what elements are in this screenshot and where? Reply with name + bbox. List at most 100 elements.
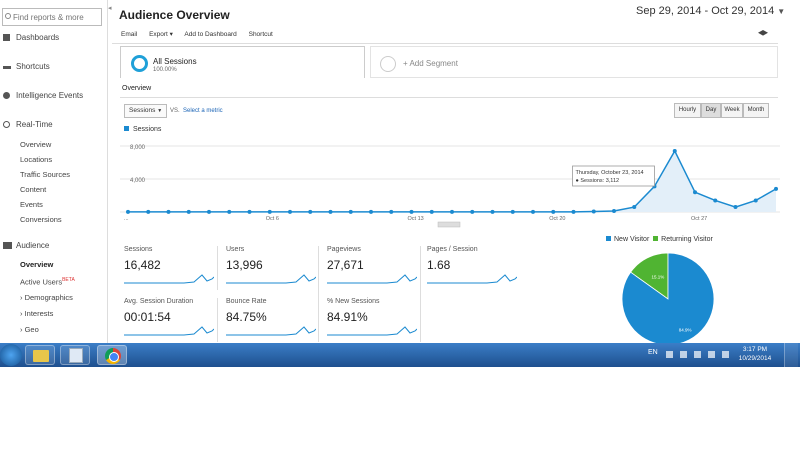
realtime-events[interactable]: Events	[20, 200, 43, 209]
sidebar-item-dashboards[interactable]: Dashboards	[0, 31, 108, 45]
data-point	[267, 209, 272, 214]
audience-active-users[interactable]: Active UsersBETA	[20, 274, 75, 287]
data-point	[146, 209, 151, 214]
metric-sessions[interactable]: Sessions 16,482	[124, 246, 219, 290]
search-box[interactable]	[2, 8, 102, 26]
metric-select[interactable]: Sessions ▼	[124, 104, 167, 118]
month-button[interactable]: Month	[743, 103, 769, 118]
data-point	[450, 209, 454, 214]
data-point	[288, 209, 292, 214]
metric-label: % New Sessions	[327, 298, 380, 305]
data-point	[531, 209, 535, 214]
chrome-taskbar-button[interactable]	[97, 345, 127, 365]
sidebar-item-label: Audience	[16, 241, 50, 250]
x-tick-label: Oct 6	[266, 216, 279, 222]
data-point	[227, 209, 232, 214]
add-to-dashboard-button[interactable]: Add to Dashboard	[184, 31, 237, 38]
data-point	[490, 209, 495, 214]
segment-all-sessions[interactable]: All Sessions 100.00%	[120, 46, 365, 78]
start-button[interactable]	[0, 344, 22, 366]
x-tick-label: Oct 20	[549, 216, 565, 222]
vs-label: VS.	[170, 108, 180, 114]
metric-value: 13,996	[226, 258, 263, 272]
y-tick-label: 4,000	[130, 178, 146, 184]
email-button[interactable]: Email	[121, 31, 138, 38]
document-taskbar-button[interactable]	[60, 345, 90, 365]
search-input[interactable]	[3, 9, 101, 25]
metric-new-sessions[interactable]: % New Sessions 84.91%	[327, 298, 422, 342]
x-tick-label: ...	[124, 216, 129, 222]
graduation-cap-icon[interactable]	[758, 30, 768, 36]
shortcut-button[interactable]: Shortcut	[248, 31, 273, 38]
clock[interactable]: 3:17 PM 10/29/2014	[736, 345, 774, 363]
legend-label: New Visitor	[614, 236, 650, 243]
audience-geo[interactable]: › Geo	[20, 325, 39, 334]
pie-slice-new-visitor[interactable]	[621, 252, 715, 346]
display-icon[interactable]	[694, 351, 701, 358]
sidebar-item-intelligence-events[interactable]: Intelligence Events	[0, 89, 108, 103]
divider	[420, 246, 421, 342]
audience-demographics[interactable]: › Demographics	[20, 293, 73, 302]
audience-interests[interactable]: › Interests	[20, 309, 54, 318]
tray-arrow-icon[interactable]	[666, 351, 673, 358]
week-button[interactable]: Week	[721, 103, 743, 118]
select-metric-link[interactable]: Select a metric	[183, 108, 223, 114]
divider	[120, 97, 778, 98]
realtime-traffic-sources[interactable]: Traffic Sources	[20, 170, 71, 179]
chrome-icon	[105, 348, 121, 364]
data-point	[207, 209, 211, 214]
tab-overview[interactable]: Overview	[122, 85, 152, 92]
metric-pageviews[interactable]: Pageviews 27,671	[327, 246, 422, 290]
tooltip-value: ● Sessions: 3,112	[576, 178, 620, 184]
explorer-taskbar-button[interactable]	[25, 345, 55, 365]
metric-value: 27,671	[327, 258, 364, 272]
audience-overview[interactable]: Overview	[20, 260, 54, 269]
segment-label: All Sessions	[153, 57, 197, 66]
dashboard-icon	[3, 34, 10, 41]
segment-ring-icon	[131, 55, 148, 72]
collapse-sidebar-icon[interactable]: ◂	[108, 5, 112, 12]
sidebar-item-real-time[interactable]: Real-Time	[0, 118, 108, 132]
realtime-overview[interactable]: Overview	[20, 140, 52, 149]
flag-icon[interactable]	[680, 351, 687, 358]
divider	[217, 246, 218, 290]
realtime-conversions[interactable]: Conversions	[20, 215, 62, 224]
day-button[interactable]: Day	[701, 103, 721, 118]
clock-icon	[3, 121, 10, 128]
sessions-chart: 8,000 4,000... Oct 6 Oct 13 Oct 20 Oct 27 Thur…	[120, 145, 780, 228]
search-icon	[5, 13, 11, 19]
add-segment[interactable]: + Add Segment	[370, 46, 778, 78]
data-point	[571, 209, 576, 214]
sidebar-item-audience[interactable]: Audience	[0, 239, 108, 253]
data-point	[733, 205, 738, 210]
metric-bounce-rate[interactable]: Bounce Rate 84.75%	[226, 298, 321, 342]
data-point	[328, 209, 333, 214]
metric-users[interactable]: Users 13,996	[226, 246, 321, 290]
pie-legend: New Visitor Returning Visitor	[606, 236, 713, 243]
data-point	[308, 209, 313, 214]
volume-icon[interactable]	[722, 351, 729, 358]
data-point	[672, 148, 677, 153]
sidebar: Dashboards Shortcuts Intelligence Events…	[0, 0, 108, 346]
segment-percent: 100.00%	[153, 67, 177, 73]
active-users-label: Active Users	[20, 277, 63, 287]
realtime-locations[interactable]: Locations	[20, 155, 53, 164]
metric-value: 00:01:54	[124, 310, 171, 324]
metric-avg-session-duration[interactable]: Avg. Session Duration 00:01:54	[124, 298, 219, 342]
language-indicator[interactable]: EN	[648, 349, 658, 356]
date-range-picker[interactable]: Sep 29, 2014 - Oct 29, 2014 ▼	[636, 5, 785, 17]
legend-label: Sessions	[133, 126, 162, 133]
network-icon[interactable]	[708, 351, 715, 358]
sidebar-item-shortcuts[interactable]: Shortcuts	[0, 60, 108, 74]
metric-label: Sessions	[124, 246, 153, 253]
hourly-button[interactable]: Hourly	[674, 103, 701, 118]
data-point	[551, 209, 556, 214]
realtime-content[interactable]: Content	[20, 185, 47, 194]
export-button[interactable]: Export ▾	[149, 31, 173, 38]
show-desktop-button[interactable]	[784, 343, 798, 367]
sidebar-item-label: Shortcuts	[16, 62, 50, 71]
metric-pages-per-session[interactable]: Pages / Session 1.68	[427, 246, 522, 290]
data-point	[186, 209, 191, 214]
visitor-pie-chart: 15.1% 84.9%	[621, 252, 715, 346]
tooltip-title: Thursday, October 23, 2014	[576, 170, 644, 176]
